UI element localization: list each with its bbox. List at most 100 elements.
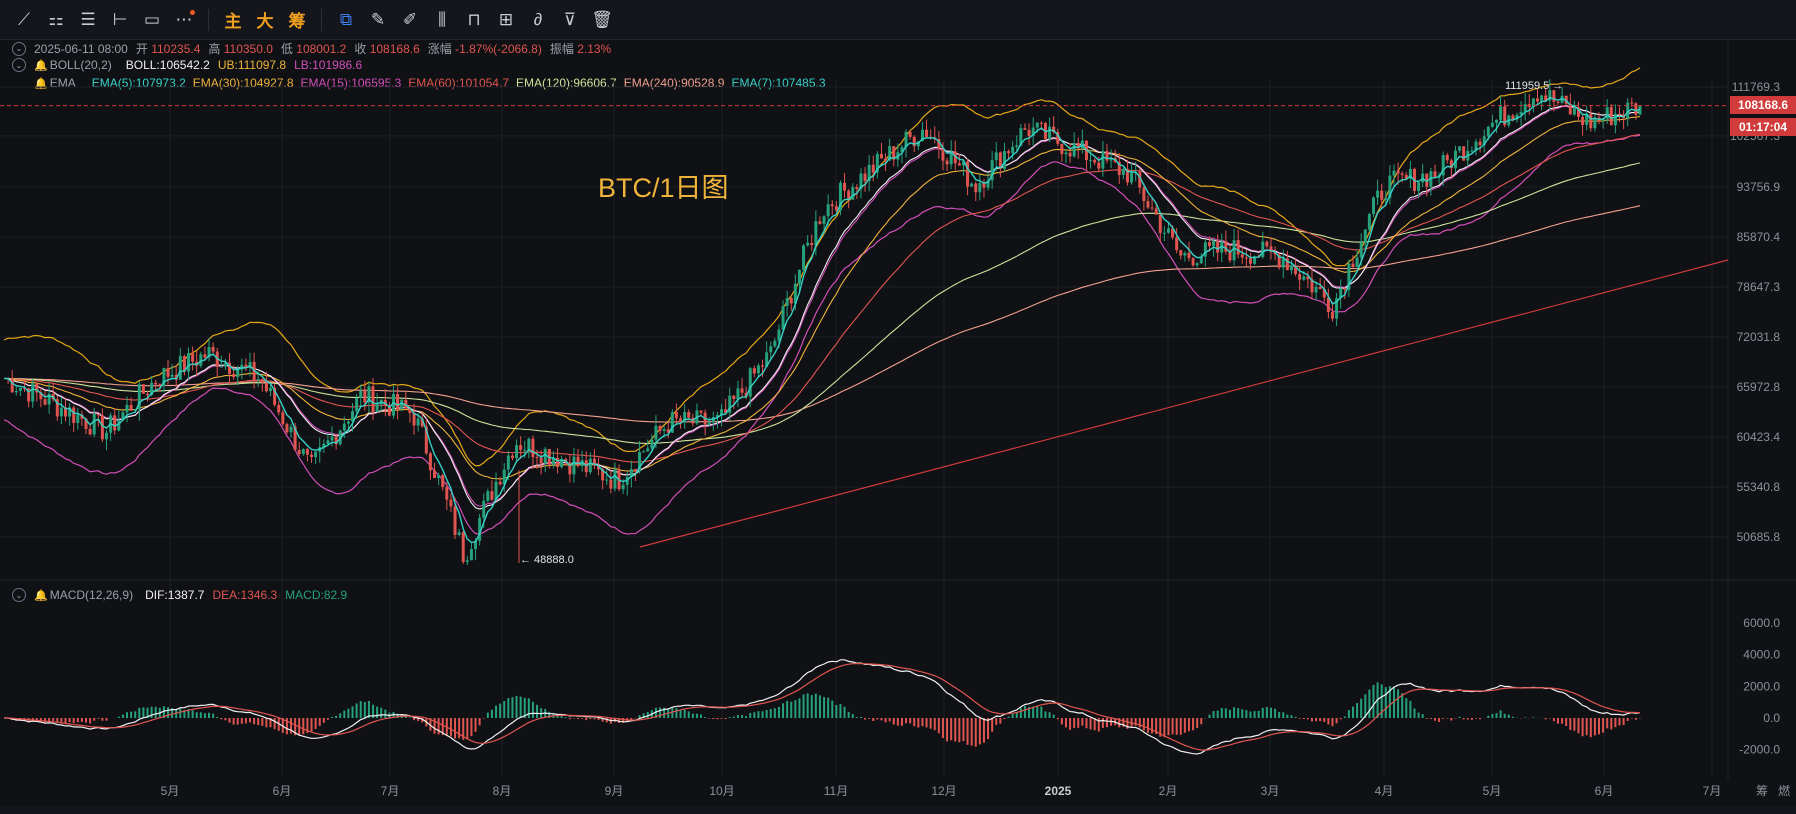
candle-body: [433, 470, 437, 479]
candle-body: [609, 479, 613, 489]
candle-body: [1392, 170, 1396, 176]
candle-body: [814, 221, 818, 246]
candle-body: [269, 387, 273, 392]
candle-body: [863, 173, 867, 182]
candle-body: [1462, 146, 1466, 161]
x-tick-label: 9月: [605, 784, 624, 798]
candle-body: [1015, 145, 1019, 147]
ruler-icon[interactable]: ✎: [370, 9, 386, 29]
candle-body: [572, 456, 576, 475]
candle-body: [1072, 143, 1076, 157]
candle-body: [39, 392, 43, 400]
candle-body: [285, 424, 289, 433]
candle-body: [482, 500, 486, 518]
pen-icon[interactable]: ✐: [402, 9, 418, 29]
candle-body: [556, 457, 560, 468]
magnet-icon[interactable]: ∂: [533, 9, 543, 29]
candle-body: [1544, 95, 1548, 101]
candle-body: [387, 405, 391, 416]
candle-body: [834, 206, 838, 211]
candle-body: [469, 549, 473, 561]
bell-icon[interactable]: 🔔: [34, 589, 48, 602]
note-icon[interactable]: ⊞: [498, 9, 514, 29]
candle-body: [117, 420, 121, 431]
candle-body: [1248, 258, 1252, 264]
candle-body: [1240, 254, 1244, 258]
macd-hist-value: MACD:82.9: [285, 588, 348, 602]
candle-body: [244, 364, 248, 368]
candle-body: [720, 409, 724, 416]
hline-tool-icon[interactable]: ⚏: [48, 9, 64, 29]
candle-body: [535, 456, 539, 458]
candle-body: [1474, 141, 1478, 151]
amplitude-value: 2.13%: [577, 42, 612, 56]
candle-body: [1347, 263, 1351, 290]
candle-body: [1638, 105, 1642, 115]
candle-body: [1503, 106, 1507, 126]
candle-body: [1117, 161, 1121, 175]
candle-body: [769, 346, 773, 353]
candle-body: [223, 362, 227, 367]
candle-body: [1125, 168, 1129, 183]
boll-name: BOLL(20,2): [49, 58, 112, 72]
candle-body: [588, 458, 592, 473]
candle-body: [400, 399, 404, 409]
candle-body: [1138, 172, 1142, 188]
candle-body: [945, 160, 949, 165]
close-label: 收: [354, 42, 367, 56]
candle-body: [1121, 168, 1125, 175]
filter-icon[interactable]: ⊽: [563, 9, 577, 29]
candle-body: [23, 387, 27, 389]
candle-body: [539, 457, 543, 464]
bell-icon[interactable]: 🔔: [34, 59, 48, 72]
collapse-toggle-icon[interactable]: ⌄: [12, 588, 26, 602]
candle-body: [18, 387, 22, 391]
indicator-tab-2[interactable]: 筹: [288, 12, 306, 31]
rect-tool-icon[interactable]: ▭: [143, 9, 161, 29]
copy-icon[interactable]: ⧉: [339, 9, 353, 29]
candle-body: [1166, 228, 1170, 233]
parallel-tool-icon[interactable]: ☰: [80, 9, 96, 29]
candle-body: [1626, 102, 1630, 119]
candle-body: [711, 417, 715, 423]
candle-body: [64, 407, 68, 417]
lock-icon[interactable]: ⊓: [467, 9, 481, 29]
candle-body: [666, 429, 670, 433]
trash-icon[interactable]: 🗑: [591, 9, 613, 29]
price-chart[interactable]: 111769.3102567.393756.985870.478647.3720…: [0, 40, 1796, 806]
candle-body: [519, 445, 523, 450]
candle-body: [494, 481, 498, 500]
more-tools-icon[interactable]: ⋯: [168, 4, 200, 36]
candle-body: [1404, 174, 1408, 179]
candle-body: [1097, 162, 1101, 169]
candle-body: [478, 517, 482, 541]
indicator-tab-1[interactable]: 大: [256, 12, 274, 31]
candle-body: [629, 469, 633, 477]
candle-body: [150, 382, 154, 396]
candles-icon[interactable]: ⫼: [438, 9, 446, 29]
collapse-toggle-icon[interactable]: ⌄: [12, 41, 26, 56]
x-tick-label: 5月: [1483, 784, 1502, 798]
line-tool-icon[interactable]: ⟋: [18, 9, 30, 29]
candle-body: [1031, 127, 1035, 137]
collapse-toggle-icon[interactable]: ⌄: [12, 58, 26, 72]
candle-body: [1183, 252, 1187, 256]
indicator-tab-0[interactable]: 主: [224, 12, 242, 31]
candle-body: [1429, 171, 1433, 187]
candle-body: [1330, 312, 1334, 319]
last-price-tag: 108168.6: [1730, 96, 1796, 114]
ray-tool-icon[interactable]: ⊢: [112, 9, 128, 29]
x-tick-label: 3月: [1261, 784, 1280, 798]
candle-body: [1162, 232, 1166, 234]
candle-body: [281, 412, 285, 425]
x-tick-label: 11月: [824, 784, 848, 798]
candle-body: [633, 469, 637, 472]
candle-body: [986, 180, 990, 188]
candle-body: [297, 449, 301, 455]
candle-body: [170, 374, 174, 377]
candle-body: [35, 383, 39, 393]
candle-body: [236, 369, 240, 378]
candle-body: [199, 354, 203, 366]
candle-body: [687, 412, 691, 418]
candle-body: [748, 368, 752, 397]
